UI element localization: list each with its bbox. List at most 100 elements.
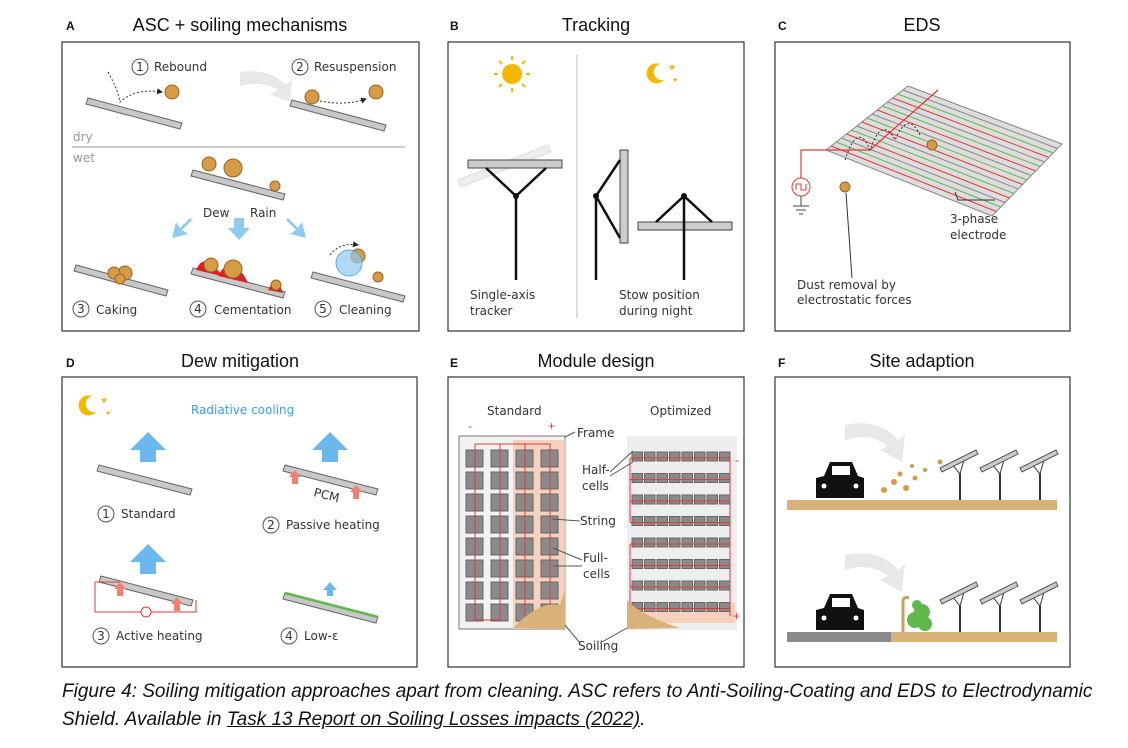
report-link[interactable]: Task 13 Report on Soiling Losses impacts… bbox=[226, 709, 641, 730]
half-cell bbox=[669, 602, 681, 612]
half-cell bbox=[681, 516, 693, 526]
half-cell bbox=[669, 451, 681, 462]
headlight bbox=[853, 483, 859, 489]
tracker-frame bbox=[1031, 459, 1045, 476]
headlight bbox=[821, 615, 827, 621]
panel-b: ★★ Single-axis tracker Stow position dur… bbox=[447, 41, 745, 332]
half-cell bbox=[656, 537, 668, 548]
hedge bbox=[907, 600, 932, 631]
radiative-cooling-label: Radiative cooling bbox=[191, 403, 294, 417]
half-cell bbox=[694, 451, 706, 462]
half-cell bbox=[719, 494, 731, 505]
half-cell bbox=[719, 580, 731, 591]
electrode-label: electrode bbox=[950, 228, 1006, 242]
panel-title-c: EDS bbox=[903, 15, 940, 35]
step-cementation: Cementation bbox=[214, 303, 291, 317]
half-cell bbox=[656, 559, 668, 569]
caption-text: Figure 4: Soiling mitigation approaches … bbox=[62, 681, 1093, 730]
tracker-panel bbox=[939, 581, 979, 605]
caption-end: . bbox=[640, 709, 646, 730]
wet-label: wet bbox=[73, 151, 95, 165]
svg-text:★: ★ bbox=[672, 76, 678, 84]
tracker-frame bbox=[991, 459, 1005, 476]
panel-letter-a: A bbox=[66, 19, 75, 33]
step-standard: Standard bbox=[121, 507, 176, 521]
half-cell bbox=[644, 580, 656, 591]
electrode-line bbox=[897, 93, 1054, 154]
half-cell bbox=[669, 580, 681, 591]
step-passive-heating: Passive heating bbox=[286, 518, 380, 532]
tracker-rows bbox=[939, 449, 1059, 632]
half-cell bbox=[669, 473, 681, 483]
panel-title-f: Site adaption bbox=[869, 351, 974, 371]
half-cell bbox=[719, 602, 731, 612]
headlight bbox=[853, 615, 859, 621]
half-cell bbox=[644, 451, 656, 462]
svg-text:★: ★ bbox=[105, 409, 111, 417]
half-cell bbox=[681, 580, 693, 591]
dew-label: Dew bbox=[203, 206, 230, 220]
half-cell bbox=[656, 494, 668, 505]
half-cell bbox=[694, 602, 706, 612]
step-resuspension: Resuspension bbox=[314, 60, 396, 74]
step-active-heating: Active heating bbox=[116, 629, 203, 643]
panel-c: 3-phase electrode Dust removal by electr… bbox=[774, 41, 1071, 332]
half-cell bbox=[681, 494, 693, 505]
half-cell bbox=[681, 451, 693, 462]
electrode-line bbox=[841, 137, 1006, 203]
half-cell bbox=[631, 494, 643, 505]
cooling-arrows bbox=[130, 432, 348, 596]
half-cell bbox=[719, 473, 731, 483]
half-cell bbox=[631, 473, 643, 483]
tracker-panel bbox=[939, 449, 979, 473]
minus-terminal: - bbox=[468, 419, 472, 433]
half-cell bbox=[719, 559, 731, 569]
panel-title-d: Dew mitigation bbox=[181, 351, 299, 371]
rain-label: Rain bbox=[250, 206, 276, 220]
plus-terminal: + bbox=[548, 419, 555, 433]
half-cell bbox=[694, 473, 706, 483]
half-cell bbox=[656, 473, 668, 483]
car-window bbox=[832, 466, 850, 475]
full-cells-label: Full- bbox=[583, 551, 608, 565]
panel-letter-d: D bbox=[66, 356, 75, 370]
half-cell bbox=[656, 516, 668, 526]
electrode-line bbox=[902, 89, 1058, 149]
tracker-label: tracker bbox=[470, 304, 512, 318]
blue-arrows bbox=[172, 218, 306, 240]
half-cell bbox=[644, 473, 656, 483]
half-cell bbox=[631, 516, 643, 526]
panel-headings: A ASC + soiling mechanisms B Tracking C … bbox=[66, 15, 975, 371]
figure-caption: Figure 4: Soiling mitigation approaches … bbox=[62, 678, 1102, 734]
step-number: 1 bbox=[102, 507, 110, 521]
half-cells-label-2: cells bbox=[582, 479, 609, 493]
dust-particles bbox=[881, 459, 943, 493]
half-cell bbox=[719, 537, 731, 548]
electrode-line bbox=[856, 125, 1019, 190]
tracker-panel bbox=[1019, 449, 1059, 473]
transition-arrow bbox=[240, 71, 292, 102]
half-cell bbox=[694, 516, 706, 526]
car-icon bbox=[816, 462, 864, 498]
minus-terminal: - bbox=[735, 453, 739, 467]
step-number: 1 bbox=[136, 60, 144, 74]
half-cell bbox=[681, 602, 693, 612]
half-cell bbox=[669, 494, 681, 505]
step-number: 4 bbox=[194, 302, 202, 316]
panel-title-e: Module design bbox=[537, 351, 654, 371]
dust-removal-label: Dust removal by bbox=[797, 278, 896, 292]
car-icon bbox=[816, 594, 864, 630]
half-cell bbox=[681, 559, 693, 569]
fence bbox=[901, 596, 910, 632]
half-cell bbox=[694, 494, 706, 505]
half-cell bbox=[681, 473, 693, 483]
panel-e: Standard Optimized - + - + Frame Half- c… bbox=[447, 376, 745, 668]
half-cell bbox=[644, 494, 656, 505]
panel-letter-f: F bbox=[778, 356, 785, 370]
soiling-label: Soiling bbox=[578, 639, 618, 653]
tracker-panel bbox=[1019, 581, 1059, 605]
step-number: 5 bbox=[319, 302, 327, 316]
half-cell bbox=[694, 537, 706, 548]
half-cell bbox=[656, 451, 668, 462]
